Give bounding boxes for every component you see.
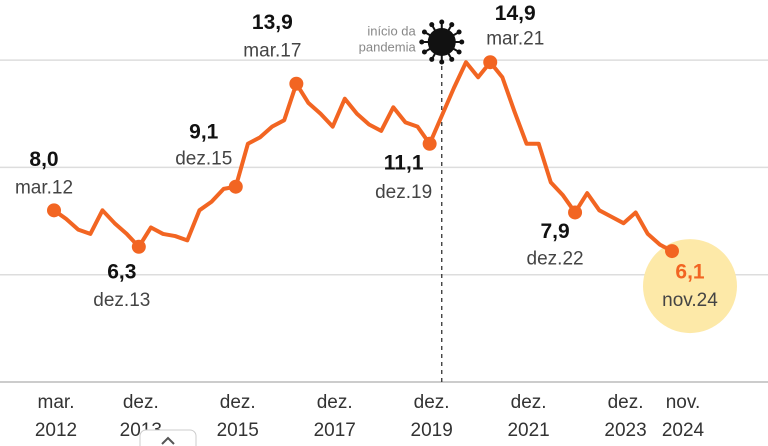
x-tick-label: dez. 2019 bbox=[411, 392, 453, 441]
x-tick-label: nov. 2024 bbox=[662, 392, 705, 441]
event-label: pandemia bbox=[359, 39, 417, 54]
value-label: 6,1 bbox=[675, 261, 705, 284]
date-label: nov.24 bbox=[662, 290, 718, 311]
value-label: 14,9 bbox=[495, 2, 536, 25]
value-label: 8,0 bbox=[29, 148, 58, 171]
value-label: 13,9 bbox=[252, 11, 293, 34]
point bbox=[665, 244, 679, 259]
date-label: mar.17 bbox=[243, 41, 301, 62]
point bbox=[568, 205, 583, 220]
point bbox=[228, 179, 243, 194]
date-label: dez.22 bbox=[527, 248, 584, 269]
point bbox=[483, 55, 498, 70]
x-tick-label: dez. 2023 bbox=[604, 392, 646, 441]
point bbox=[422, 136, 437, 151]
point bbox=[131, 239, 146, 254]
date-label: dez.19 bbox=[375, 182, 432, 203]
scroll-button[interactable] bbox=[139, 429, 197, 446]
value-label: 11,1 bbox=[384, 151, 424, 174]
value-label: 9,1 bbox=[189, 120, 219, 143]
x-tick-label: mar. 2012 bbox=[35, 392, 77, 441]
x-tick-label: dez. 2013 bbox=[120, 392, 162, 441]
point bbox=[47, 203, 61, 218]
date-label: dez.13 bbox=[93, 290, 150, 311]
date-label: dez.15 bbox=[175, 149, 232, 170]
date-label: mar.21 bbox=[486, 28, 544, 49]
event-label: início da bbox=[367, 23, 416, 38]
value-label: 7,9 bbox=[540, 220, 569, 243]
point bbox=[289, 76, 304, 91]
virus-icon bbox=[419, 19, 465, 65]
date-label: mar.12 bbox=[15, 177, 73, 198]
value-label: 6,3 bbox=[107, 260, 136, 283]
x-tick-label: dez. 2021 bbox=[507, 392, 549, 441]
x-tick-label: dez. 2017 bbox=[314, 392, 356, 441]
line bbox=[52, 60, 673, 253]
highlight bbox=[643, 239, 737, 334]
x-tick-label: dez. 2015 bbox=[217, 392, 259, 441]
